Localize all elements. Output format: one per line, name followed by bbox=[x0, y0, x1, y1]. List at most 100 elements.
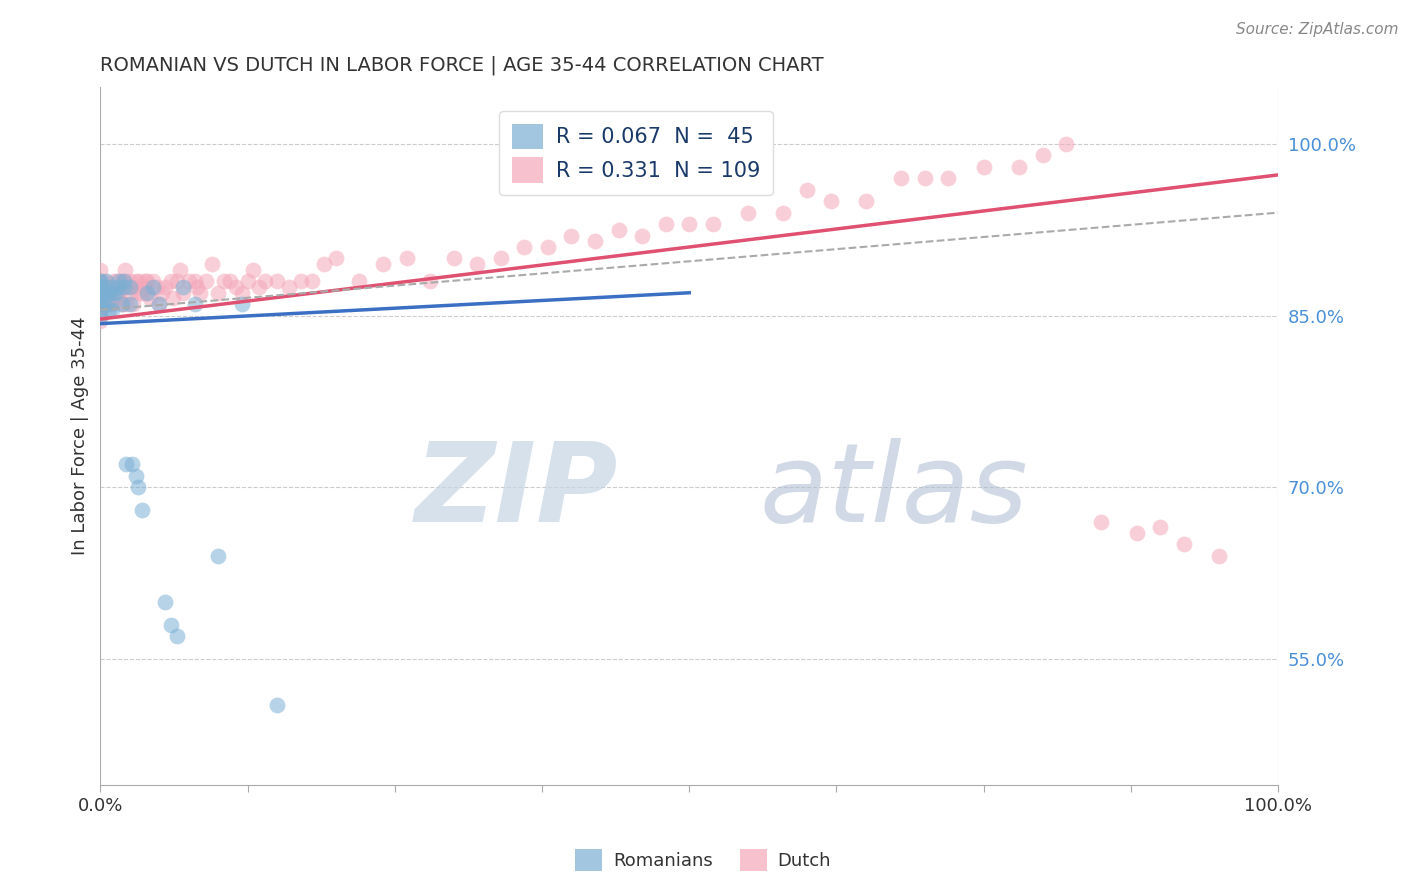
Point bbox=[607, 223, 630, 237]
Point bbox=[1149, 520, 1171, 534]
Point bbox=[128, 274, 150, 288]
Point bbox=[89, 297, 111, 311]
Point bbox=[314, 257, 336, 271]
Text: ZIP: ZIP bbox=[415, 438, 619, 545]
Point bbox=[136, 274, 159, 288]
Point bbox=[89, 274, 111, 288]
Point bbox=[96, 280, 118, 294]
Point bbox=[97, 285, 120, 300]
Point bbox=[225, 280, 247, 294]
Point bbox=[93, 285, 115, 300]
Point bbox=[266, 274, 288, 288]
Point bbox=[110, 280, 132, 294]
Point bbox=[254, 274, 277, 288]
Point bbox=[231, 297, 253, 311]
Point bbox=[89, 302, 111, 317]
Point bbox=[186, 280, 208, 294]
Point bbox=[855, 194, 877, 209]
Point bbox=[101, 285, 124, 300]
Point bbox=[96, 297, 118, 311]
Point bbox=[89, 297, 111, 311]
Point bbox=[89, 274, 111, 288]
Point bbox=[101, 297, 124, 311]
Point bbox=[127, 480, 149, 494]
Point bbox=[277, 280, 299, 294]
Point bbox=[631, 228, 654, 243]
Point bbox=[231, 285, 253, 300]
Point bbox=[371, 257, 394, 271]
Point bbox=[489, 252, 512, 266]
Point bbox=[142, 274, 165, 288]
Point bbox=[1173, 537, 1195, 551]
Point bbox=[89, 309, 111, 323]
Text: atlas: atlas bbox=[759, 438, 1029, 545]
Point bbox=[419, 274, 441, 288]
Point bbox=[153, 280, 176, 294]
Point bbox=[89, 280, 111, 294]
Point bbox=[247, 280, 270, 294]
Point bbox=[89, 285, 111, 300]
Point bbox=[560, 228, 582, 243]
Point bbox=[820, 194, 842, 209]
Point bbox=[125, 274, 148, 288]
Point bbox=[1008, 160, 1031, 174]
Point bbox=[89, 292, 111, 306]
Point bbox=[117, 280, 139, 294]
Point bbox=[301, 274, 323, 288]
Point bbox=[172, 285, 194, 300]
Point bbox=[132, 280, 155, 294]
Point bbox=[146, 280, 169, 294]
Point bbox=[136, 285, 159, 300]
Point bbox=[121, 458, 143, 472]
Point bbox=[973, 160, 995, 174]
Point bbox=[110, 297, 132, 311]
Point bbox=[177, 274, 200, 288]
Point bbox=[118, 280, 141, 294]
Point bbox=[105, 274, 128, 288]
Point bbox=[89, 274, 111, 288]
Point bbox=[104, 285, 127, 300]
Point bbox=[134, 274, 156, 288]
Point bbox=[236, 274, 259, 288]
Point bbox=[94, 280, 117, 294]
Point bbox=[136, 285, 159, 300]
Point bbox=[183, 297, 205, 311]
Point bbox=[654, 217, 676, 231]
Point bbox=[1090, 515, 1112, 529]
Point bbox=[162, 292, 184, 306]
Point bbox=[1054, 136, 1077, 151]
Point bbox=[107, 285, 129, 300]
Point bbox=[166, 629, 188, 643]
Point bbox=[160, 617, 183, 632]
Legend: Romanians, Dutch: Romanians, Dutch bbox=[568, 842, 838, 879]
Point bbox=[737, 205, 759, 219]
Point bbox=[443, 252, 465, 266]
Point bbox=[110, 297, 132, 311]
Point bbox=[101, 302, 124, 317]
Point bbox=[115, 297, 138, 311]
Point bbox=[98, 297, 121, 311]
Y-axis label: In Labor Force | Age 35-44: In Labor Force | Age 35-44 bbox=[72, 317, 89, 555]
Point bbox=[89, 294, 111, 309]
Point bbox=[938, 171, 960, 186]
Point bbox=[89, 263, 111, 277]
Point bbox=[201, 257, 224, 271]
Point bbox=[148, 297, 170, 311]
Point bbox=[1032, 148, 1054, 162]
Point bbox=[183, 274, 205, 288]
Point bbox=[166, 274, 188, 288]
Point bbox=[702, 217, 724, 231]
Point bbox=[153, 595, 176, 609]
Point bbox=[89, 285, 111, 300]
Point bbox=[118, 285, 141, 300]
Point bbox=[148, 297, 170, 311]
Point bbox=[139, 292, 162, 306]
Point bbox=[108, 292, 131, 306]
Point bbox=[107, 280, 129, 294]
Point bbox=[103, 285, 125, 300]
Point bbox=[583, 234, 606, 248]
Point bbox=[290, 274, 312, 288]
Point bbox=[513, 240, 536, 254]
Point bbox=[122, 297, 145, 311]
Point bbox=[89, 297, 111, 311]
